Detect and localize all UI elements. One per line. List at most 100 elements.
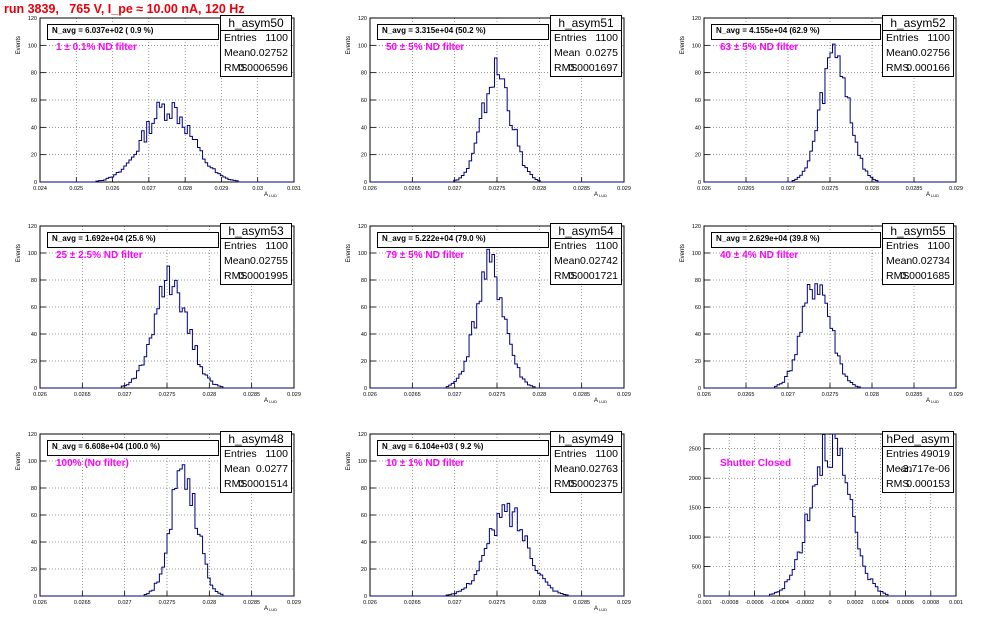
stats-value: 0.0001514 — [238, 478, 288, 490]
stats-row-entries: Entries 1100 — [221, 447, 291, 462]
stats-value: 0.000166 — [906, 62, 950, 74]
stats-row-entries: Entries 1100 — [883, 31, 953, 46]
stats-row-mean: Mean 0.02734 — [883, 254, 953, 269]
y-tick-label: 120 — [28, 16, 37, 22]
x-tick-label: 0.026 — [33, 600, 47, 606]
x-tick-label: 0.0275 — [822, 392, 839, 398]
x-tick-label: 0.024 — [33, 186, 47, 192]
stats-row-mean: Mean 0.02742 — [551, 254, 621, 269]
filter-label: 79 ± 5% ND filter — [386, 250, 465, 261]
filter-label: 63 ± 5% ND filter — [720, 42, 799, 53]
filter-label: 40 ± 4% ND filter — [720, 250, 799, 261]
stats-label: Mean — [554, 255, 581, 267]
x-axis-label-sub: LUD — [269, 399, 277, 404]
stats-value: 0.02742 — [580, 255, 618, 267]
stats-row-entries: Entries 1100 — [551, 239, 621, 254]
stats-value: 1100 — [265, 240, 288, 252]
navg-annotation: N_avg = 1.692e+04 (25.6 %) — [52, 234, 156, 243]
x-tick-label: 0.027 — [448, 392, 462, 398]
stats-value: 49019 — [920, 448, 950, 460]
stats-box: Entries 1100 Mean 0.02755 RMS 0.0001995 — [220, 238, 292, 285]
histogram-line — [370, 248, 624, 389]
x-tick-label: 0.028 — [532, 600, 546, 606]
x-tick-label: 0.028 — [202, 600, 216, 606]
stats-value: 0.0006596 — [238, 62, 288, 74]
stats-value: 0.02734 — [912, 255, 950, 267]
x-tick-label: 0.029 — [617, 392, 631, 398]
y-axis-label: Events — [16, 452, 22, 470]
y-tick-label: 20 — [31, 153, 37, 159]
navg-annotation: N_avg = 3.315e+04 (50.2 %) — [382, 26, 486, 35]
stats-value: 0.0001995 — [238, 270, 288, 282]
y-tick-label: 100 — [358, 459, 367, 465]
x-tick-label: 0.0008 — [922, 600, 939, 606]
stats-value: 0.02752 — [250, 47, 288, 59]
y-tick-label: 20 — [31, 567, 37, 573]
stats-label: RMS — [554, 478, 578, 490]
x-axis-label: ALUD — [926, 398, 939, 404]
stats-label: Mean — [554, 463, 581, 475]
y-axis-label: Events — [346, 36, 352, 54]
navg-box — [377, 440, 549, 456]
y-axis-label: Events — [680, 244, 686, 262]
y-tick-label: 80 — [361, 486, 367, 492]
x-tick-label: -0.0004 — [770, 600, 789, 606]
x-tick-label: 0.0265 — [404, 392, 421, 398]
x-tick-label: 0.0285 — [573, 186, 590, 192]
stats-row-entries: Entries 1100 — [551, 31, 621, 46]
filter-label: 100% (No filter) — [56, 458, 129, 469]
histogram-line — [40, 464, 294, 597]
histogram-name-box: hPed_asym — [882, 431, 954, 448]
x-tick-label: 0.029 — [949, 186, 963, 192]
x-tick-label: 0.0285 — [573, 392, 590, 398]
y-tick-label: 60 — [361, 305, 367, 311]
navg-annotation: N_avg = 4.155e+04 (62.9 %) — [716, 26, 820, 35]
stats-row-rms: RMS 0.0002375 — [551, 477, 621, 492]
stats-row-rms: RMS 0.000166 — [883, 61, 953, 76]
stats-label: Entries — [224, 32, 257, 44]
y-tick-label: 80 — [695, 71, 701, 77]
navg-box — [47, 440, 219, 456]
stats-value: 1100 — [595, 448, 618, 460]
stats-label: Entries — [886, 32, 919, 44]
y-tick-label: 100 — [358, 251, 367, 257]
histogram-line — [370, 57, 624, 183]
navg-box — [711, 24, 881, 40]
y-tick-label: 60 — [695, 305, 701, 311]
navg-box — [711, 232, 881, 248]
stats-row-rms: RMS 0.0001995 — [221, 269, 291, 284]
histogram-line — [40, 101, 294, 183]
stats-label: Mean — [886, 463, 913, 475]
y-tick-label: 0 — [698, 594, 701, 600]
x-axis-label-sub: LUD — [931, 399, 939, 404]
y-tick-label: 40 — [361, 540, 367, 546]
stats-row-rms: RMS 0.000153 — [883, 477, 953, 492]
stats-label: Mean — [886, 47, 913, 59]
stats-row-mean: Mean 0.0275 — [551, 46, 621, 61]
y-tick-label: 0 — [364, 386, 367, 392]
stats-row-rms: RMS 0.0001721 — [551, 269, 621, 284]
y-tick-label: 20 — [695, 153, 701, 159]
stats-box: Entries 1100 Mean 0.02756 RMS 0.000166 — [882, 30, 954, 77]
histogram-line — [704, 283, 956, 389]
x-tick-label: 0.0002 — [847, 600, 864, 606]
histogram-name-box: h_asym55 — [882, 223, 954, 240]
y-tick-label: 80 — [695, 278, 701, 284]
y-tick-label: 40 — [361, 125, 367, 131]
navg-annotation: N_avg = 6.104e+03 ( 9.2 %) — [382, 442, 484, 451]
y-tick-label: 60 — [31, 305, 37, 311]
x-tick-label: 0.028 — [202, 392, 216, 398]
navg-box — [47, 232, 219, 248]
stats-row-rms: RMS 0.0001514 — [221, 477, 291, 492]
page-title: run 3839, 765 V, I_pe ≈ 10.00 nA, 120 Hz — [4, 2, 245, 16]
y-tick-label: 0 — [698, 180, 701, 186]
x-tick-label: 0.027 — [448, 186, 462, 192]
x-tick-label: 0.029 — [287, 392, 301, 398]
y-tick-label: 100 — [28, 459, 37, 465]
stats-label: RMS — [886, 270, 910, 282]
stats-label: RMS — [554, 270, 578, 282]
stats-row-mean: Mean 0.02752 — [221, 46, 291, 61]
